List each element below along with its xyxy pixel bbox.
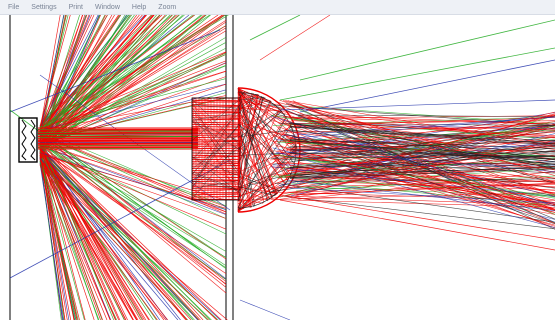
menu-window[interactable]: Window [94, 3, 120, 11]
menu-settings[interactable]: Settings [31, 3, 57, 11]
menu-zoom[interactable]: Zoom [158, 3, 177, 11]
ray-trace-viewport[interactable] [0, 15, 555, 320]
output-rays [269, 99, 555, 251]
fan-rays [39, 15, 229, 320]
menu-help[interactable]: Help [131, 3, 147, 11]
menu-bar: File Settings Print Window Help Zoom [0, 0, 555, 15]
hemispherical-lens [237, 87, 301, 213]
menu-file[interactable]: File [8, 3, 20, 11]
collimated-beam [37, 127, 199, 150]
light-source [18, 117, 38, 163]
lens-element-block [191, 97, 241, 201]
ray-trace-drawing [0, 15, 555, 320]
menu-print[interactable]: Print [68, 3, 83, 11]
